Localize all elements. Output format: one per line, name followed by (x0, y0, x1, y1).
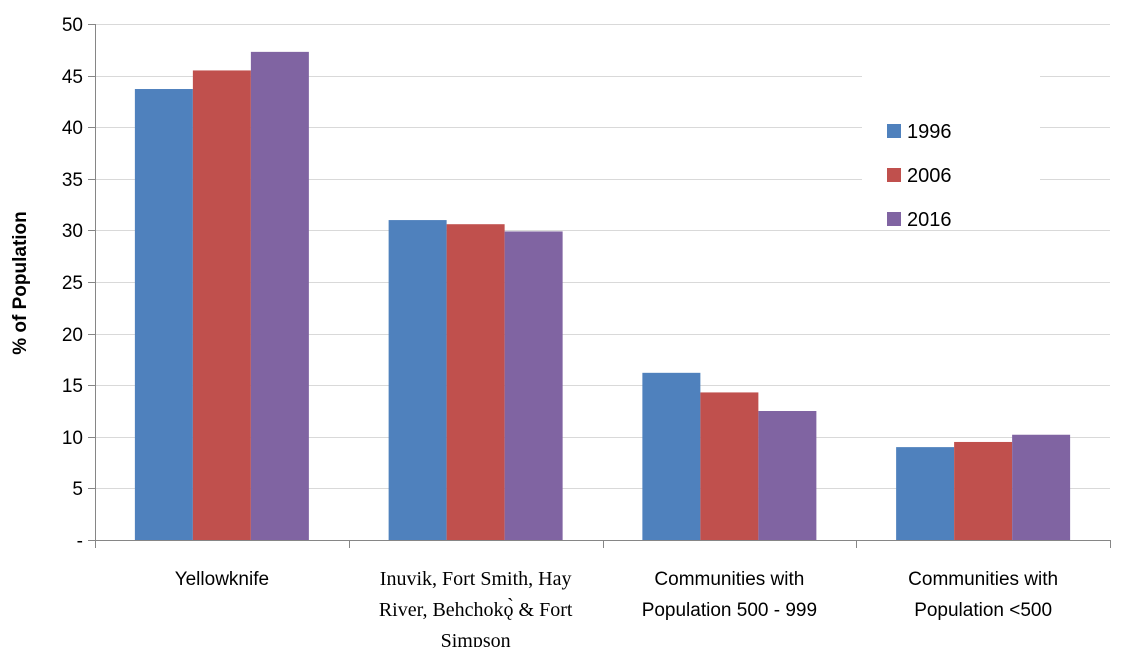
bar-2006 (446, 224, 505, 540)
y-tick-label: 35 (62, 170, 83, 191)
y-tick-label: - (77, 531, 83, 552)
y-tick-label: 5 (72, 479, 83, 500)
legend-label-2006: 2006 (907, 165, 952, 187)
bar-1996 (642, 372, 701, 540)
bar-2006 (192, 70, 251, 540)
y-tick-label: 25 (62, 273, 83, 294)
bar-2006 (954, 441, 1013, 540)
x-category-label: Communities with Population <500 (908, 569, 1058, 621)
y-tick-label: 50 (62, 15, 83, 36)
x-category-label: Communities with Population 500 - 999 (642, 569, 817, 621)
x-category-label: Yellowknife (175, 569, 269, 590)
y-tick-label: 40 (62, 118, 83, 139)
y-tick-label: 45 (62, 67, 83, 88)
y-axis-title: % of Population (10, 211, 31, 355)
bar-2016 (504, 231, 563, 540)
y-tick-label: 30 (62, 221, 83, 242)
y-tick-labels: - 5 10 15 20 25 30 35 40 45 50 (62, 15, 83, 552)
y-tick-label: 15 (62, 376, 83, 397)
bar-2016 (250, 51, 309, 540)
bar-1996 (896, 447, 955, 540)
y-tick-label: 10 (62, 428, 83, 449)
legend-swatch-2016 (887, 212, 901, 226)
bar-1996 (134, 89, 193, 541)
legend-label-2016: 2016 (907, 209, 952, 231)
bars (134, 51, 1071, 541)
legend-label-1996: 1996 (907, 121, 952, 143)
bar-2016 (1012, 434, 1071, 540)
axes (88, 24, 1111, 548)
bar-1996 (388, 220, 447, 540)
y-tick-label: 20 (62, 325, 83, 346)
legend-swatch-1996 (887, 124, 901, 138)
bar-2016 (758, 411, 817, 540)
x-category-labels: Yellowknife Inuvik, Fort Smith, Hay River,… (175, 568, 1058, 647)
x-category-label: Inuvik, Fort Smith, Hay River, Behchokǫ̀ … (379, 568, 573, 647)
bar-2006 (700, 392, 759, 540)
legend: 1996 2006 2016 (887, 121, 952, 231)
legend-swatch-2006 (887, 168, 901, 182)
